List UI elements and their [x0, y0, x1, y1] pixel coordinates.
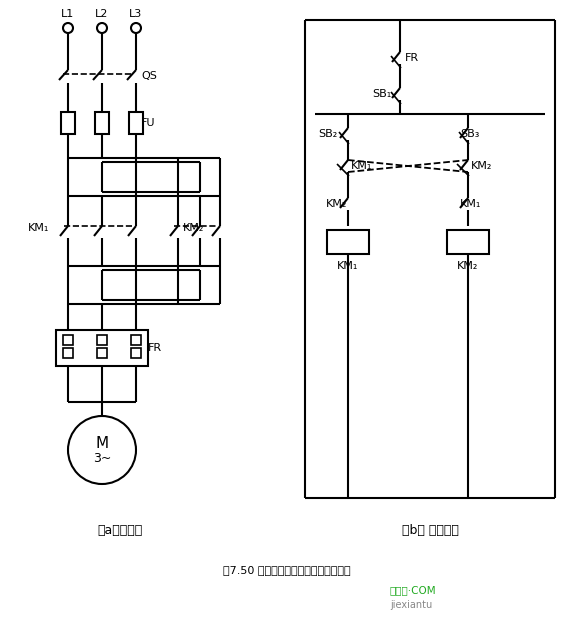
Bar — [63, 348, 73, 358]
Bar — [131, 335, 141, 345]
Bar — [95, 112, 109, 134]
Circle shape — [68, 416, 136, 484]
Circle shape — [131, 23, 141, 33]
Text: SB₂: SB₂ — [318, 129, 338, 139]
Text: M: M — [95, 437, 108, 451]
Text: KM₁: KM₁ — [460, 199, 482, 209]
Text: L3: L3 — [129, 9, 142, 19]
Bar — [56, 330, 148, 366]
Circle shape — [97, 23, 107, 33]
Text: 接线图·COM: 接线图·COM — [390, 585, 437, 595]
Text: 3~: 3~ — [93, 453, 111, 466]
Text: KM₁: KM₁ — [338, 261, 359, 271]
Text: KM₁: KM₁ — [351, 161, 373, 171]
Text: L1: L1 — [61, 9, 75, 19]
Text: KM₂: KM₂ — [183, 223, 204, 233]
Circle shape — [63, 23, 73, 33]
Text: FR: FR — [405, 53, 419, 63]
Bar — [327, 230, 369, 254]
Bar — [131, 348, 141, 358]
Bar — [61, 112, 75, 134]
Text: （b） 控制电路: （b） 控制电路 — [402, 524, 459, 537]
Text: KM₂: KM₂ — [471, 161, 492, 171]
Text: （a）主电路: （a）主电路 — [98, 524, 142, 537]
Bar — [63, 335, 73, 345]
Text: QS: QS — [141, 71, 157, 81]
Text: KM₁: KM₁ — [28, 223, 49, 233]
Text: SB₁: SB₁ — [372, 89, 391, 99]
Bar — [97, 335, 107, 345]
Text: L2: L2 — [95, 9, 108, 19]
Text: KM₂: KM₂ — [326, 199, 347, 209]
Text: jiexiantu: jiexiantu — [390, 600, 432, 610]
Text: KM₂: KM₂ — [457, 261, 479, 271]
Bar — [129, 112, 143, 134]
Text: FR: FR — [148, 343, 162, 353]
Bar — [447, 230, 489, 254]
Text: FU: FU — [141, 118, 156, 128]
Bar — [97, 348, 107, 358]
Text: SB₃: SB₃ — [460, 129, 479, 139]
Text: 图7.50 三相异步电动机正反转控制电路: 图7.50 三相异步电动机正反转控制电路 — [223, 565, 351, 575]
